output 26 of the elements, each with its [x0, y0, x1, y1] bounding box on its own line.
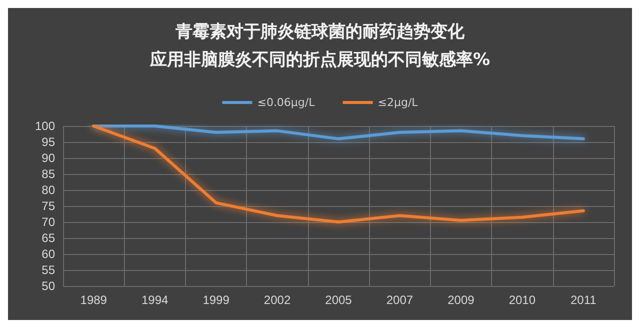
- line-series: [92, 124, 585, 224]
- y-tick-label: 50: [42, 279, 56, 293]
- x-tick-label: 2009: [448, 293, 475, 307]
- y-tick-label: 85: [42, 167, 56, 181]
- y-tick-label: 65: [42, 231, 56, 245]
- x-tick-label: 2007: [386, 293, 414, 307]
- x-tick-label: 1999: [202, 293, 230, 307]
- legend-label: ≤2μg/L: [378, 96, 419, 109]
- chart-title: 青霉素对于肺炎链球菌的耐药趋势变化: [174, 22, 466, 42]
- y-tick-label: 55: [42, 263, 56, 277]
- legend-label: ≤0.06μg/L: [257, 96, 316, 109]
- line-series: [92, 124, 585, 140]
- y-tick-label: 70: [42, 215, 56, 229]
- y-tick-label: 100: [34, 119, 56, 133]
- x-tick-label: 2002: [264, 293, 291, 307]
- chart-subtitle: 应用非脑膜炎不同的折点展现的不同敏感率%: [148, 50, 490, 70]
- x-tick-label: 2011: [570, 293, 597, 307]
- x-tick-label: 1994: [141, 293, 169, 307]
- y-tick-label: 80: [42, 183, 56, 197]
- x-tick-label: 2005: [325, 293, 352, 307]
- x-tick-label: 1989: [80, 293, 108, 307]
- y-tick-label: 60: [42, 247, 56, 261]
- x-tick-label: 2010: [508, 293, 536, 307]
- y-tick-label: 95: [42, 135, 56, 149]
- y-tick-label: 90: [42, 151, 56, 165]
- y-tick-label: 75: [42, 199, 56, 213]
